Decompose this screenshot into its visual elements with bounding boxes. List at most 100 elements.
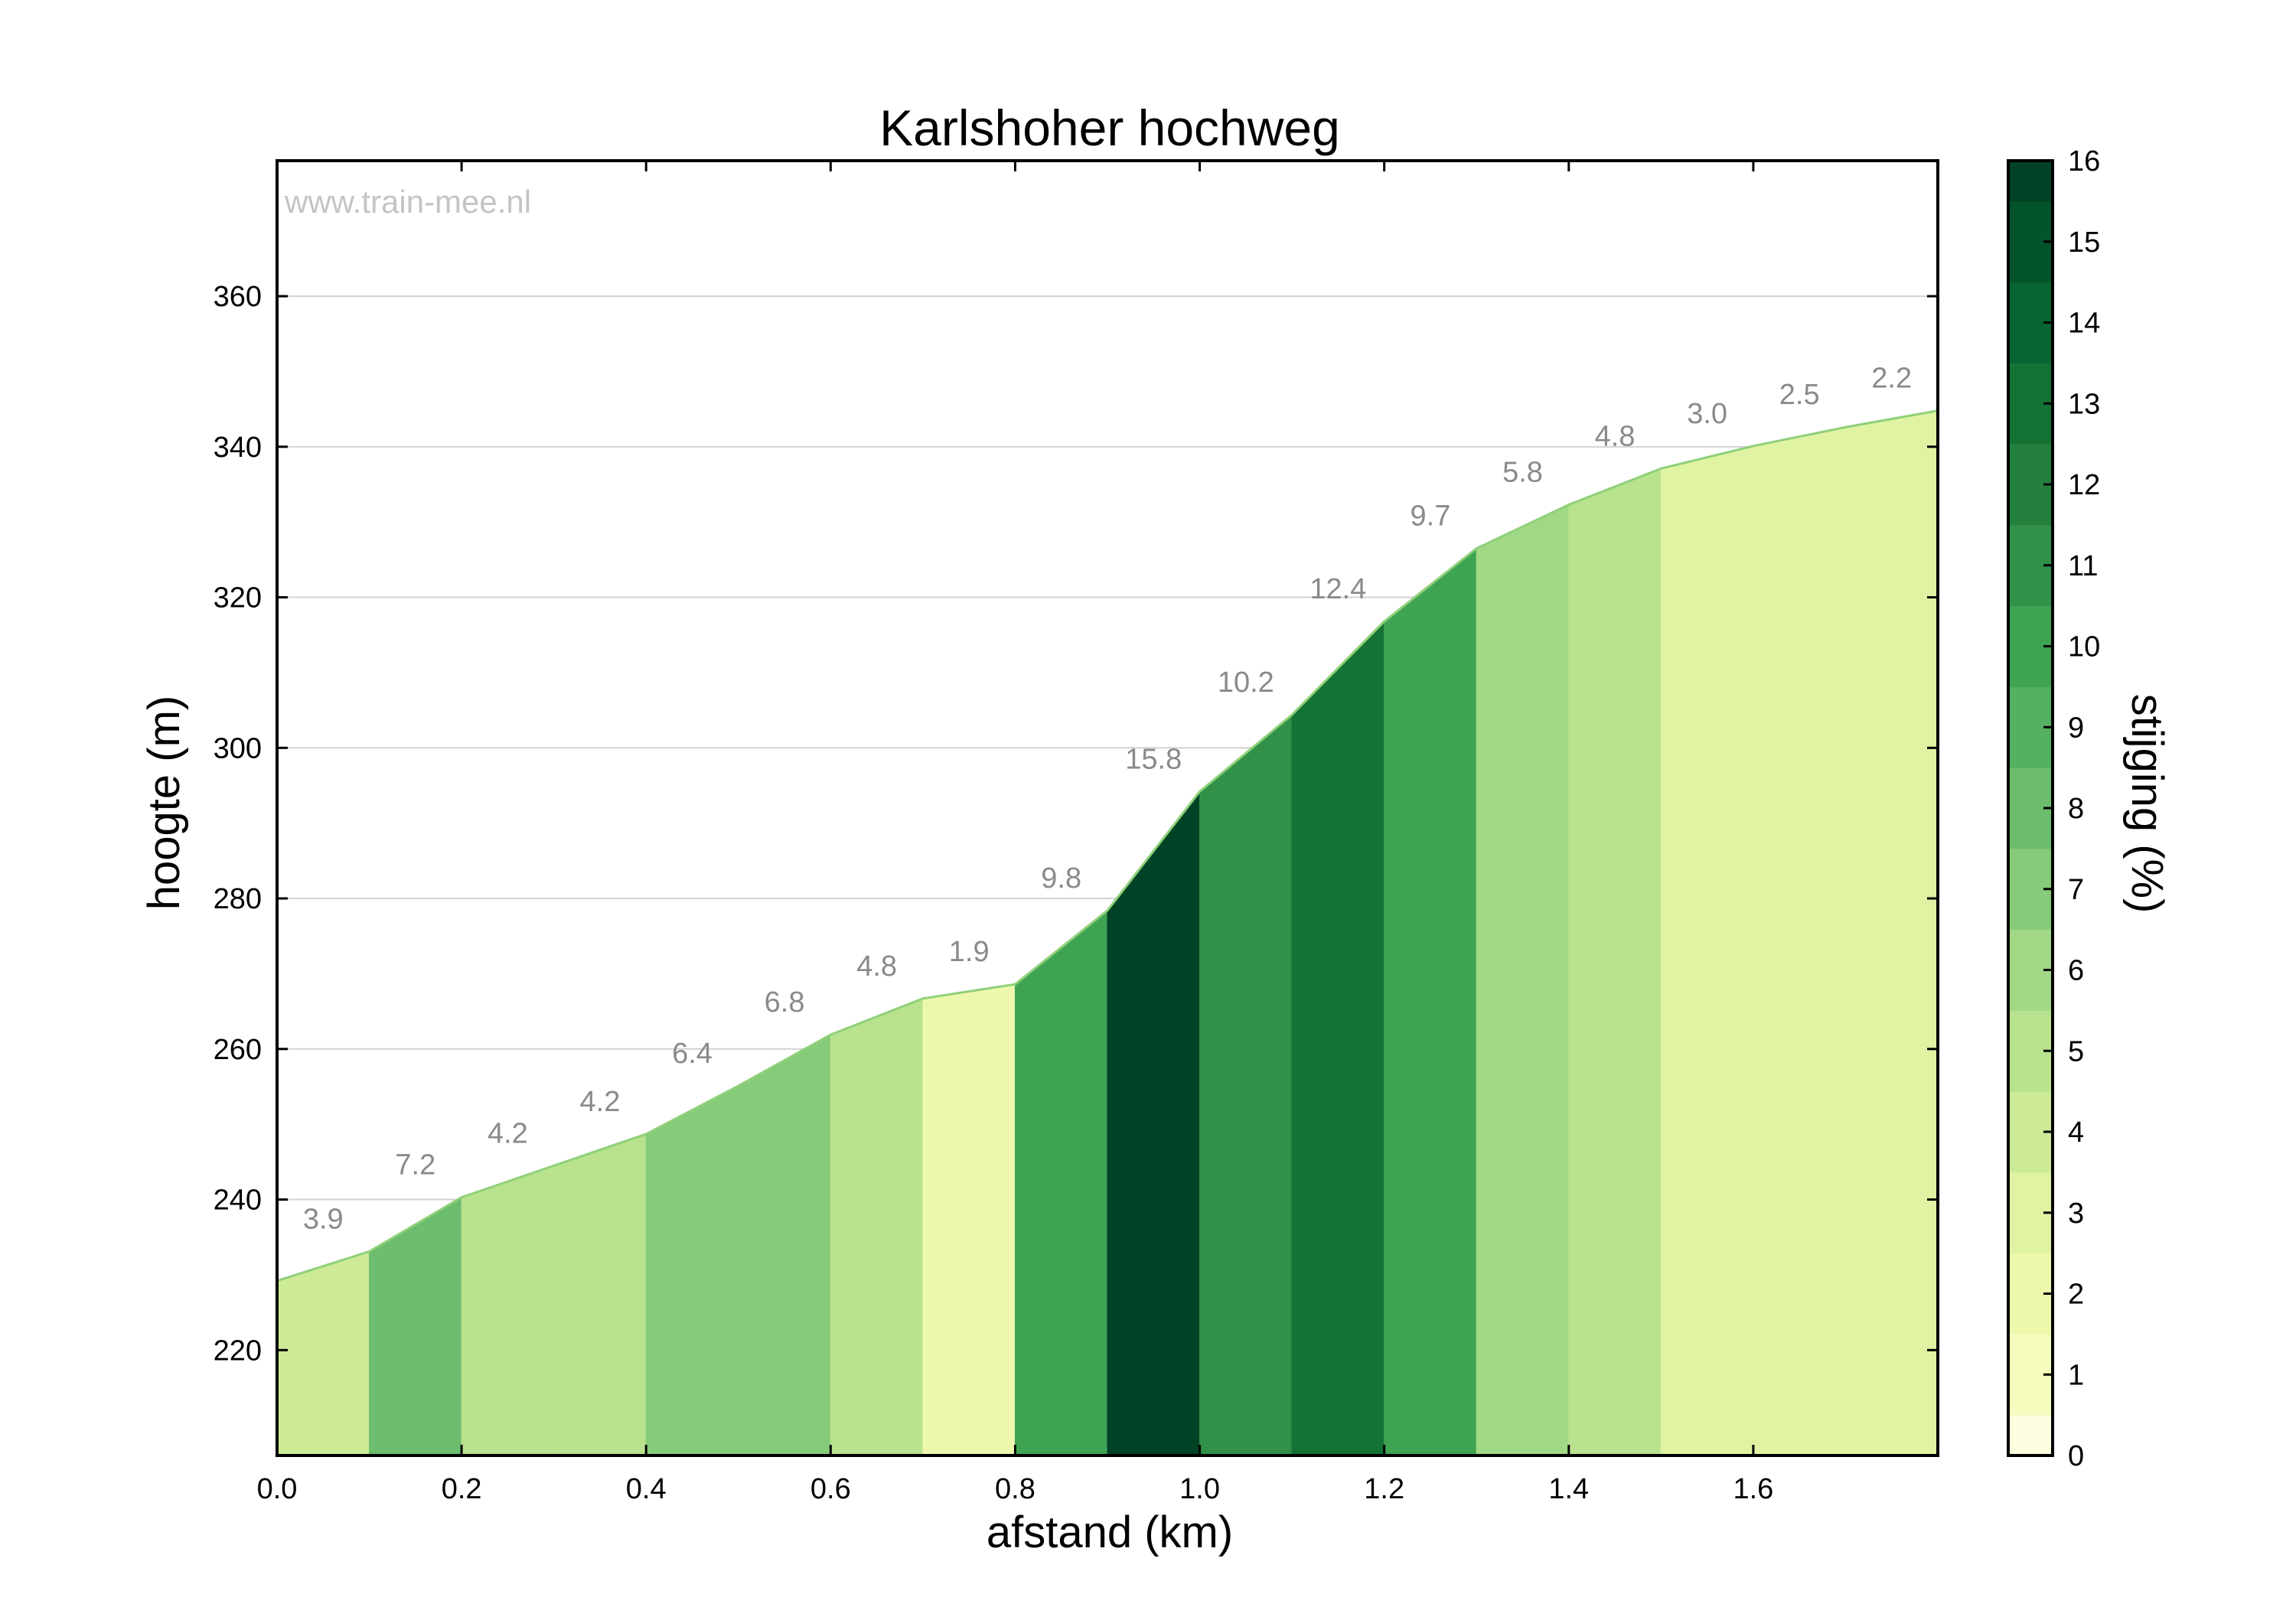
grade-label-16: 3.0 (1687, 398, 1727, 430)
segment-11 (1199, 713, 1293, 1456)
colorbar-band-upper-4 (2008, 1051, 2053, 1092)
y-tick-label-260: 260 (214, 1034, 262, 1066)
segment-14 (1476, 504, 1570, 1456)
segment-8 (922, 983, 1016, 1456)
grade-label-2: 7.2 (395, 1149, 435, 1182)
colorbar-tick-label-2: 2 (2068, 1279, 2084, 1311)
colorbar-tick-label-13: 13 (2068, 388, 2100, 420)
grade-label-3: 4.2 (488, 1117, 528, 1149)
grade-label-1: 3.9 (303, 1203, 344, 1235)
plot-frame (276, 159, 1939, 1457)
grade-label-8: 1.9 (949, 936, 990, 968)
colorbar-tick-label-10: 10 (2068, 631, 2100, 663)
colorbar-tick-label-0: 0 (2068, 1440, 2084, 1472)
grade-label-9: 9.8 (1041, 862, 1081, 895)
segment-1 (276, 1250, 370, 1456)
colorbar-tick-label-9: 9 (2068, 712, 2084, 744)
grade-label-13: 9.7 (1411, 500, 1451, 533)
segment-17 (1753, 426, 1846, 1456)
watermark: www.train-mee.nl (284, 184, 531, 220)
colorbar-band-upper-6 (2008, 888, 2053, 931)
segment-13 (1384, 547, 1477, 1456)
y-tick-label-360: 360 (214, 281, 262, 313)
profile-area (276, 409, 1939, 1456)
colorbar-tick-label-5: 5 (2068, 1035, 2084, 1068)
grade-label-18: 2.2 (1871, 363, 1912, 395)
y-tick-label-240: 240 (214, 1185, 262, 1217)
y-axis-label: hoogte (m) (139, 696, 189, 910)
x-tick-label-0.0: 0.0 (257, 1473, 298, 1505)
colorbar-tick-label-15: 15 (2068, 227, 2100, 259)
grade-label-10: 15.8 (1125, 743, 1182, 775)
colorbar-tick-label-6: 6 (2068, 955, 2084, 987)
grade-label-17: 2.5 (1779, 379, 1820, 411)
segment-9 (1014, 909, 1108, 1456)
segment-16 (1660, 445, 1754, 1456)
grade-label-6: 6.8 (765, 986, 805, 1019)
segment-4 (553, 1133, 647, 1456)
grade-label-5: 6.4 (672, 1038, 713, 1070)
colorbar-band-upper-7 (2008, 808, 2053, 849)
x-tick-label-1.0: 1.0 (1179, 1473, 1220, 1505)
grade-label-11: 10.2 (1218, 667, 1274, 699)
grade-label-12: 12.4 (1309, 573, 1366, 605)
grade-label-4: 4.2 (580, 1086, 621, 1118)
x-axis-label: afstand (km) (987, 1508, 1233, 1557)
colorbar-tick-label-7: 7 (2068, 874, 2084, 906)
colorbar-band-upper-14 (2008, 241, 2053, 283)
colorbar-band-upper-8 (2008, 727, 2053, 768)
x-tick-label-0.2: 0.2 (442, 1473, 482, 1505)
colorbar-band-upper-15 (2008, 161, 2053, 202)
segment-12 (1291, 620, 1385, 1456)
colorbar-band-upper-12 (2008, 403, 2053, 445)
colorbar-band-upper-2 (2008, 1212, 2053, 1254)
segment-3 (461, 1165, 555, 1456)
x-tick-label-1.2: 1.2 (1364, 1473, 1404, 1505)
x-tick-label-1.6: 1.6 (1733, 1473, 1773, 1505)
x-axis-ticks: 0.0 0.2 0.4 0.6 0.8 1.0 1.2 1.4 1.6 (257, 161, 1773, 1505)
profile-line (276, 409, 1939, 1283)
y-tick-label-320: 320 (214, 582, 262, 614)
y-tick-label-300: 300 (214, 732, 262, 764)
x-tick-label-0.6: 0.6 (810, 1473, 851, 1505)
colorbar-tick-label-12: 12 (2068, 469, 2100, 501)
colorbar-tick-label-3: 3 (2068, 1198, 2084, 1230)
colorbar-tick-label-1: 1 (2068, 1359, 2084, 1391)
chart-title: Karlshoher hochweg (879, 99, 1340, 156)
y-tick-label-280: 280 (214, 883, 262, 915)
segment-6 (738, 1034, 831, 1456)
y-tick-label-220: 220 (214, 1335, 262, 1367)
grade-label-7: 4.8 (856, 950, 897, 983)
x-tick-label-1.4: 1.4 (1548, 1473, 1589, 1505)
grade-label-15: 4.8 (1595, 420, 1636, 452)
segment-5 (645, 1085, 739, 1456)
colorbar-tick-label-16: 16 (2068, 145, 2100, 178)
y-axis-ticks: 220 240 260 280 300 320 340 360 (214, 281, 1938, 1367)
segment-7 (830, 998, 924, 1456)
colorbar-band-upper-0 (2008, 1374, 2053, 1416)
colorbar-band-upper-10 (2008, 565, 2053, 607)
grade-labels: 3.9 7.2 4.2 4.2 6.4 6.8 4.8 1.9 9.8 15.8 10.2 12.4 9… (303, 363, 1912, 1236)
segment-15 (1568, 468, 1662, 1456)
colorbar-tick-label-11: 11 (2068, 550, 2098, 582)
colorbar-tick-label-8: 8 (2068, 793, 2084, 825)
colorbar-band-upper-3 (2008, 1132, 2053, 1173)
colorbar-tick-label-14: 14 (2068, 308, 2100, 340)
colorbar-label: stijging (%) (2122, 694, 2172, 914)
colorbar-tick-label-4: 4 (2068, 1116, 2084, 1149)
colorbar-band-upper-11 (2008, 484, 2053, 526)
segment-2 (369, 1196, 462, 1456)
colorbar-band-upper-1 (2008, 1293, 2053, 1335)
colorbar-band-upper-13 (2008, 322, 2053, 363)
y-tick-label-340: 340 (214, 432, 262, 464)
grade-label-14: 5.8 (1502, 457, 1543, 489)
plot-border (276, 159, 1939, 1457)
x-tick-label-0.4: 0.4 (626, 1473, 667, 1505)
colorbar-band-upper-5 (2008, 970, 2053, 1011)
segment-18 (1844, 409, 1939, 1456)
x-tick-label-0.8: 0.8 (995, 1473, 1035, 1505)
colorbar-band-upper-9 (2008, 646, 2053, 687)
